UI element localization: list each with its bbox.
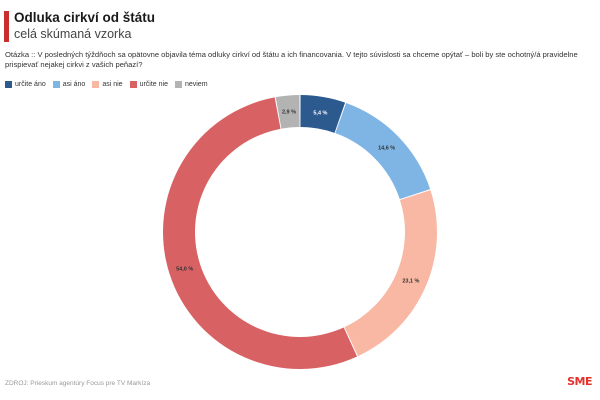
title-accent-bar xyxy=(4,11,9,42)
donut-slice xyxy=(335,102,431,200)
legend-label: asi nie xyxy=(102,80,123,88)
legend-swatch xyxy=(52,80,60,88)
chart-title: Odluka cirkví od štátu xyxy=(14,10,156,25)
sme-logo: SME xyxy=(567,375,592,388)
chart-header: Odluka cirkví od štátu celá skúmaná vzor… xyxy=(4,10,594,42)
slice-data-label: 23,1 % xyxy=(402,278,419,284)
legend-label: asi áno xyxy=(62,80,86,88)
chart-subtitle: celá skúmaná vzorka xyxy=(14,27,132,41)
slice-data-label: 5,4 % xyxy=(313,111,327,117)
legend-item: asi nie xyxy=(92,80,123,88)
legend-swatch xyxy=(129,80,137,88)
legend-item: neviem xyxy=(174,80,208,88)
legend-swatch xyxy=(92,80,100,88)
legend-label: určite áno xyxy=(15,80,46,88)
slice-data-label: 54,0 % xyxy=(176,267,193,273)
chart-legend: určite áno asi áno asi nie určite nie neviem xyxy=(5,79,215,89)
donut-slice xyxy=(275,95,300,129)
legend-label: určite nie xyxy=(139,80,168,88)
legend-item: asi áno xyxy=(52,80,86,88)
donut-slice xyxy=(162,97,358,370)
legend-swatch xyxy=(174,80,182,88)
source-note: ZDROJ: Prieskum agentúry Focus pre TV Ma… xyxy=(5,380,151,387)
donut-slice xyxy=(344,190,437,357)
legend-item: určite áno xyxy=(5,80,46,88)
legend-item: určite nie xyxy=(129,80,168,88)
legend-label: neviem xyxy=(184,80,208,88)
legend-swatch xyxy=(5,80,12,88)
donut-slice xyxy=(300,95,346,133)
slice-data-label: 14,6 % xyxy=(378,146,395,152)
slice-data-label: 2,9 % xyxy=(282,110,296,116)
survey-question: Otázka :: V posledných týždňoch sa opäto… xyxy=(5,50,578,69)
